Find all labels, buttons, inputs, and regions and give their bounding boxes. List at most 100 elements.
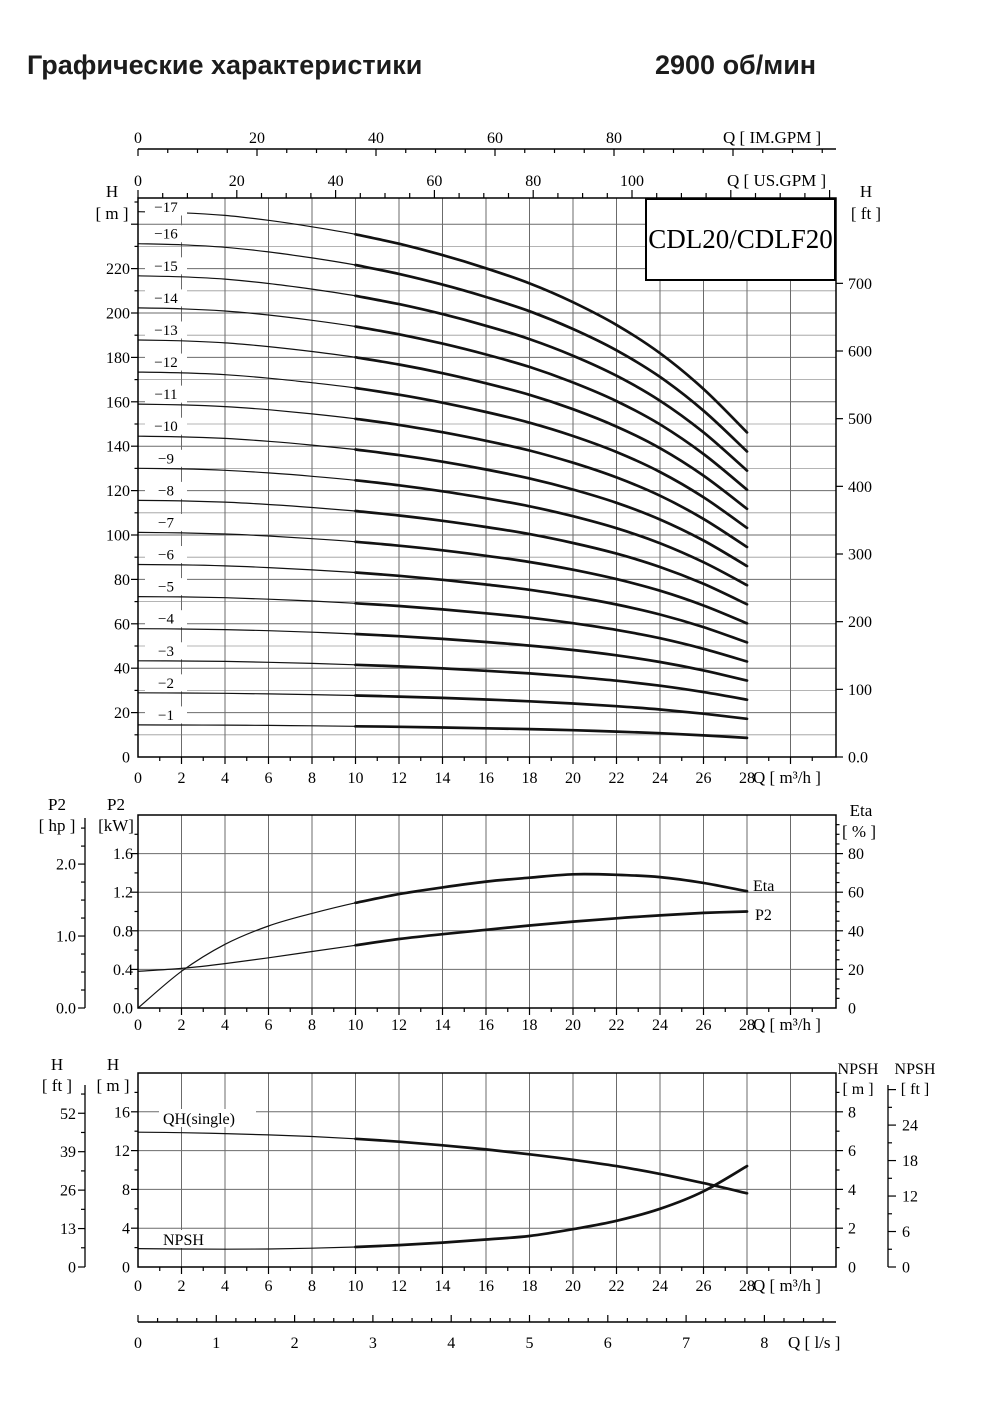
svg-text:20: 20 [848, 962, 864, 979]
npsh-curve-thick [354, 1164, 749, 1249]
curve-stage-14-thick [354, 325, 749, 492]
svg-text:20: 20 [565, 770, 581, 787]
curve-stage-10-thick [354, 448, 749, 568]
svg-text:16: 16 [478, 1017, 494, 1034]
stage-label-6: −6 [158, 548, 174, 564]
svg-text:220: 220 [106, 261, 130, 278]
svg-text:6: 6 [265, 770, 273, 787]
svg-text:60: 60 [426, 173, 442, 190]
svg-text:140: 140 [106, 439, 130, 456]
svg-text:10: 10 [348, 1017, 364, 1034]
npsh-m-axis-title: NPSH [838, 1061, 879, 1078]
stage-label-15: −15 [154, 259, 177, 275]
ls-axis-title: Q [ l/s ] [788, 1333, 840, 1352]
svg-text:[ hp ]: [ hp ] [39, 816, 76, 835]
svg-text:28: 28 [739, 770, 755, 787]
svg-text:7: 7 [682, 1335, 690, 1352]
svg-text:22: 22 [609, 1017, 625, 1034]
h-m-single-axis-title: H [107, 1055, 119, 1074]
svg-text:4: 4 [221, 1278, 229, 1295]
svg-text:6: 6 [848, 1143, 856, 1160]
svg-text:0.4: 0.4 [113, 962, 133, 979]
curve-stage-8-thick [354, 509, 749, 606]
svg-text:12: 12 [391, 1017, 407, 1034]
svg-text:6: 6 [265, 1017, 273, 1034]
svg-text:13: 13 [60, 1221, 76, 1238]
svg-text:8: 8 [308, 1017, 316, 1034]
svg-text:40: 40 [328, 173, 344, 190]
svg-text:[ ft ]: [ ft ] [901, 1081, 929, 1098]
svg-text:10: 10 [348, 1278, 364, 1295]
svg-text:4: 4 [848, 1182, 856, 1199]
svg-text:40: 40 [114, 661, 130, 678]
stage-label-2: −2 [158, 676, 174, 692]
curve-stage-6-thick [354, 571, 749, 644]
svg-text:20: 20 [565, 1017, 581, 1034]
svg-text:0: 0 [68, 1260, 76, 1277]
curve-stage-4-thick [354, 632, 749, 682]
svg-text:80: 80 [606, 130, 622, 147]
ls-axis: 0 1 2 3 4 5 6 7 8 Q [ l/s ] [134, 1315, 840, 1352]
svg-text:4: 4 [122, 1221, 130, 1238]
im-gpm-axis: 0 20 40 60 80 Q [ IM.GPM ] [134, 128, 836, 156]
svg-text:0.0: 0.0 [848, 750, 868, 767]
curve-stage-15-thick [354, 294, 749, 472]
svg-text:18: 18 [522, 1278, 538, 1295]
svg-text:0: 0 [134, 130, 142, 147]
svg-text:1.2: 1.2 [113, 885, 133, 902]
stage-label-1: −1 [158, 708, 174, 724]
svg-text:14: 14 [435, 1278, 451, 1295]
svg-text:180: 180 [106, 350, 130, 367]
stage-label-11: −11 [155, 387, 178, 403]
h-m-axis-title: H [106, 182, 118, 201]
stage-label-3: −3 [158, 644, 174, 660]
svg-text:[ % ]: [ % ] [842, 822, 876, 841]
stage-label-14: −14 [154, 291, 178, 307]
stage-label-12: −12 [154, 355, 177, 371]
svg-text:0: 0 [134, 770, 142, 787]
page-title: Графические характеристики [27, 50, 423, 80]
svg-text:24: 24 [652, 770, 668, 787]
svg-text:100: 100 [106, 528, 130, 545]
svg-text:24: 24 [652, 1278, 668, 1295]
svg-text:[ m ]: [ m ] [96, 1076, 129, 1095]
npsh-ft-axis-title: NPSH [895, 1061, 936, 1078]
stage-label-16: −16 [154, 227, 178, 243]
h-m-tick-0: 0 [122, 750, 130, 767]
svg-text:8: 8 [308, 1278, 316, 1295]
svg-text:4: 4 [447, 1335, 455, 1352]
svg-text:80: 80 [525, 173, 541, 190]
stage-label-9: −9 [158, 451, 174, 467]
svg-text:2: 2 [291, 1335, 299, 1352]
svg-text:0.8: 0.8 [113, 923, 133, 940]
svg-text:12: 12 [114, 1143, 130, 1160]
svg-text:40: 40 [848, 923, 864, 940]
speed-label: 2900 об/мин [655, 50, 817, 80]
svg-text:26: 26 [60, 1183, 76, 1200]
svg-text:2: 2 [178, 770, 186, 787]
main-chart: −1 −2 −3 −4 −5 −6 −7 −8 −9 −10 −11 −12 −13 −14 −15 −16 −… [95, 171, 881, 787]
svg-text:14: 14 [435, 1017, 451, 1034]
svg-text:700: 700 [848, 276, 872, 293]
svg-text:0: 0 [902, 1260, 910, 1277]
svg-text:60: 60 [114, 616, 130, 633]
svg-text:14: 14 [435, 770, 451, 787]
svg-text:0: 0 [134, 173, 142, 190]
curve-stage-16-thick [354, 263, 749, 453]
stage-label-7: −7 [158, 515, 174, 531]
stage-label-10: −10 [154, 419, 177, 435]
curve-stage-3-thick [354, 663, 749, 702]
svg-text:0: 0 [122, 1260, 130, 1277]
curve-stage-13-thick [354, 355, 749, 511]
power-x-axis-title: Q [ m³/h ] [753, 1015, 821, 1034]
svg-text:0: 0 [134, 1278, 142, 1295]
svg-text:4: 4 [221, 1017, 229, 1034]
svg-text:22: 22 [609, 770, 625, 787]
svg-text:39: 39 [60, 1144, 76, 1161]
svg-text:[ m ]: [ m ] [95, 204, 128, 223]
svg-text:0: 0 [134, 1335, 142, 1352]
svg-text:26: 26 [696, 770, 712, 787]
svg-text:10: 10 [348, 770, 364, 787]
